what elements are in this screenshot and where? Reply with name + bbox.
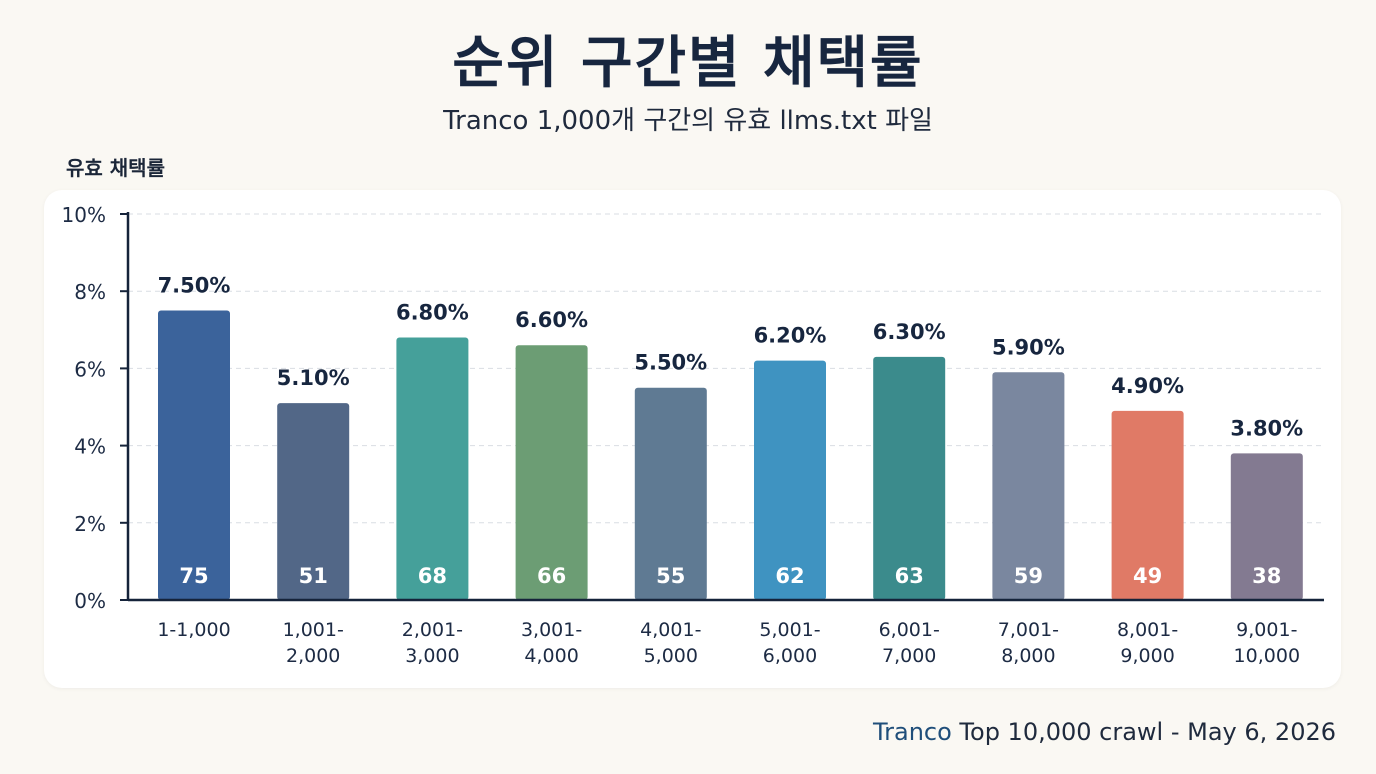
bar-count-label: 62 [775, 564, 804, 588]
y-tick-label: 8% [74, 280, 106, 304]
bar-count-label: 59 [1014, 564, 1043, 588]
bar [1230, 453, 1303, 600]
bar [992, 372, 1065, 600]
y-tick-label: 10% [62, 203, 106, 227]
x-tick-label: 1-1,000 [157, 619, 230, 641]
x-tick-label: 8,001-9,000 [1117, 619, 1178, 667]
bar [873, 356, 946, 600]
bar-value-label: 6.80% [396, 301, 469, 325]
x-tick-label: 3,001-4,000 [521, 619, 582, 667]
x-tick-label: 2,001-3,000 [402, 619, 463, 667]
chart-subtitle: Tranco 1,000개 구간의 유효 llms.txt 파일 [443, 106, 933, 136]
bar-count-label: 75 [179, 564, 208, 588]
x-tick-label: 9,001-10,000 [1234, 619, 1300, 667]
bar [158, 310, 230, 600]
bar-count-label: 49 [1133, 564, 1162, 588]
bar-count-label: 66 [537, 564, 566, 588]
bar-value-label: 4.90% [1111, 374, 1184, 398]
bar-value-label: 5.50% [634, 351, 707, 375]
bar [754, 360, 826, 600]
bar-count-label: 68 [418, 564, 447, 588]
bar [1111, 410, 1184, 600]
bar-value-label: 5.90% [992, 335, 1065, 359]
bar [277, 403, 350, 600]
footer-brand: Tranco [873, 718, 952, 746]
x-tick-label: 4,001-5,000 [640, 619, 701, 667]
bar [396, 337, 469, 600]
bars: 7.50% 75 5.10% 51 6.80% 68 6.60% 66 5.50% 55 6.20%… [158, 274, 1303, 600]
chart-title: 순위 구간별 채택률 [452, 31, 924, 96]
x-tick-label: 5,001-6,000 [759, 619, 820, 667]
footer-text: Top 10,000 crawl - May 6, 2026 [951, 718, 1336, 746]
y-tick-label: 6% [74, 357, 106, 381]
bar-count-label: 63 [895, 564, 924, 588]
bar-value-label: 5.10% [277, 366, 350, 390]
source-footer: Tranco Top 10,000 crawl - May 6, 2026 [873, 718, 1336, 746]
y-tick-label: 2% [74, 512, 106, 536]
bar-value-label: 6.20% [754, 324, 827, 348]
bar-value-label: 6.30% [873, 320, 946, 344]
bar-value-label: 6.60% [515, 308, 588, 332]
bar-count-label: 55 [656, 564, 685, 588]
bar-count-label: 51 [299, 564, 328, 588]
bar-value-label: 7.50% [158, 274, 231, 298]
bar-value-label: 3.80% [1230, 416, 1303, 440]
bar-count-label: 38 [1252, 564, 1281, 588]
y-axis-label: 유효 채택률 [66, 156, 165, 180]
x-tick-label: 1,001-2,000 [283, 619, 344, 667]
y-tick-label: 0% [74, 589, 106, 613]
y-tick-label: 4% [74, 435, 106, 459]
axes: 0% 2% 4% 6% 8% 10% 1-1,000 1,001-2,000 2,001-3,0… [62, 203, 1324, 667]
x-tick-label: 6,001-7,000 [879, 619, 940, 667]
bar [515, 345, 588, 600]
bar [634, 387, 707, 600]
x-tick-label: 7,001-8,000 [998, 619, 1059, 667]
